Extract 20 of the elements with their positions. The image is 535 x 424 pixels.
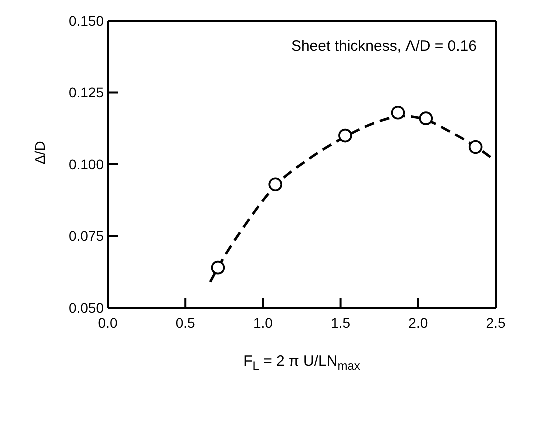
x-tick-label: 1.0: [253, 314, 274, 331]
y-tick-label: 0.100: [68, 156, 104, 172]
y-tick-label: 0.125: [68, 84, 104, 101]
point: [468, 140, 483, 154]
point: [338, 128, 352, 143]
point: [391, 106, 406, 120]
y-axis-title: Δ/D: [32, 141, 48, 164]
x-tick-label: 1.5: [331, 314, 351, 331]
x-axis-title: F$_{L}$ = 2 π U/LN$_{max}$: [244, 353, 360, 373]
point: [268, 178, 283, 192]
x-tick-label: 0.5: [176, 314, 196, 331]
annotation: Sheet thickness, Λ/D = 0.16: [291, 38, 477, 55]
x-tick-label: 2.5: [486, 314, 506, 331]
point: [419, 112, 434, 126]
y-tick-label: 0.075: [68, 228, 104, 244]
point: [211, 260, 226, 275]
y-tick-label: 0.150: [68, 12, 104, 29]
x-tick-label: 0.0: [98, 314, 118, 331]
x-tick-label: 2.0: [408, 314, 428, 331]
y-tick-label: 0.050: [68, 300, 104, 316]
